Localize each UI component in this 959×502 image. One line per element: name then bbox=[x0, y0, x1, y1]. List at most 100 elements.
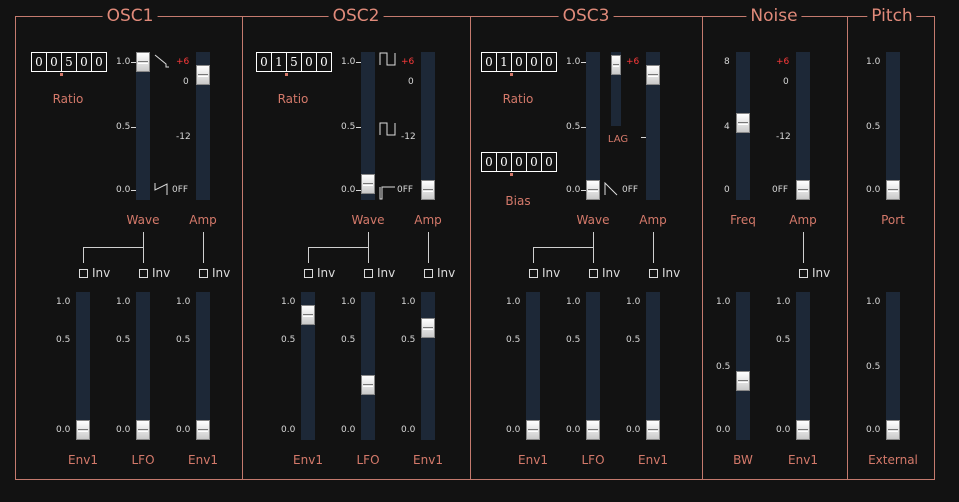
checkbox-box[interactable] bbox=[424, 268, 433, 278]
inv-checkbox[interactable]: Inv bbox=[589, 266, 620, 280]
amp-slider-noise[interactable] bbox=[796, 52, 810, 200]
env1-slider[interactable] bbox=[526, 292, 540, 440]
checkbox-box[interactable] bbox=[79, 268, 88, 278]
slider-handle[interactable] bbox=[796, 180, 810, 200]
ratio-digit[interactable]: 0 bbox=[320, 55, 328, 69]
slider-handle[interactable] bbox=[736, 371, 750, 391]
ratio-digit[interactable]: 0 bbox=[482, 53, 497, 71]
slider-handle[interactable] bbox=[421, 180, 435, 200]
env1-slider[interactable] bbox=[76, 292, 90, 440]
slider-handle[interactable] bbox=[136, 420, 150, 440]
slider-handle[interactable] bbox=[136, 52, 150, 72]
slider-handle[interactable] bbox=[736, 113, 750, 133]
amp-slider-osc1[interactable] bbox=[196, 52, 210, 200]
inv-checkbox[interactable]: Inv bbox=[799, 266, 830, 280]
checkbox-box[interactable] bbox=[364, 268, 373, 278]
inv-checkbox[interactable]: Inv bbox=[424, 266, 455, 280]
tick-label: 1.0 bbox=[116, 57, 131, 67]
external-slider[interactable] bbox=[886, 292, 900, 440]
slider-handle[interactable] bbox=[196, 65, 210, 85]
bias-digit[interactable]: 0 bbox=[545, 155, 553, 169]
slider-handle[interactable] bbox=[646, 65, 660, 85]
wave-slider-osc3[interactable] bbox=[586, 52, 600, 200]
env1-slider[interactable] bbox=[646, 292, 660, 440]
inv-checkbox[interactable]: Inv bbox=[304, 266, 335, 280]
env1-slider[interactable] bbox=[301, 292, 315, 440]
bias-digit[interactable]: 0 bbox=[527, 153, 542, 171]
env1-label: Env1 bbox=[788, 453, 818, 467]
ratio-digit[interactable]: 0 bbox=[47, 53, 62, 71]
ratio-digit[interactable]: 1 bbox=[272, 53, 287, 71]
ratio-digit[interactable]: 0 bbox=[302, 53, 317, 71]
env1-slider[interactable] bbox=[796, 292, 810, 440]
bw-slider[interactable] bbox=[736, 292, 750, 440]
bias-display-osc3[interactable]: 0 0 0 0 0 bbox=[481, 152, 557, 172]
inv-checkbox[interactable]: Inv bbox=[529, 266, 560, 280]
slider-handle[interactable] bbox=[586, 180, 600, 200]
slider-handle[interactable] bbox=[76, 420, 90, 440]
slider-handle[interactable] bbox=[361, 174, 375, 194]
amp-slider-osc3[interactable] bbox=[646, 52, 660, 200]
tick-label: 0.0 bbox=[56, 425, 71, 435]
slider-handle[interactable] bbox=[526, 420, 540, 440]
ratio-digit[interactable]: 0 bbox=[527, 53, 542, 71]
lfo-slider[interactable] bbox=[586, 292, 600, 440]
ratio-digit[interactable]: 0 bbox=[512, 53, 527, 71]
slider-handle[interactable] bbox=[886, 180, 900, 200]
checkbox-box[interactable] bbox=[529, 268, 538, 278]
ratio-digit[interactable]: 0 bbox=[95, 55, 103, 69]
wave-label: Wave bbox=[351, 213, 385, 227]
tick-label: 1.0 bbox=[566, 57, 581, 67]
inv-checkbox[interactable]: Inv bbox=[649, 266, 680, 280]
slider-handle[interactable] bbox=[611, 55, 621, 75]
checkbox-box[interactable] bbox=[799, 268, 808, 278]
slider-handle[interactable] bbox=[886, 420, 900, 440]
freq-label: Freq bbox=[730, 213, 756, 227]
ratio-digit[interactable]: 5 bbox=[287, 53, 302, 71]
env1-slider[interactable] bbox=[196, 292, 210, 440]
slider-handle[interactable] bbox=[196, 420, 210, 440]
panel-frame bbox=[15, 16, 935, 480]
slider-handle[interactable] bbox=[361, 375, 375, 395]
checkbox-box[interactable] bbox=[589, 268, 598, 278]
ratio-display-osc3[interactable]: 0 1 0 0 0 bbox=[481, 52, 557, 72]
freq-slider[interactable] bbox=[736, 52, 750, 200]
saw-wave-icon bbox=[604, 182, 618, 196]
lfo-slider[interactable] bbox=[361, 292, 375, 440]
checkbox-box[interactable] bbox=[199, 268, 208, 278]
inv-checkbox[interactable]: Inv bbox=[79, 266, 110, 280]
slider-handle[interactable] bbox=[586, 420, 600, 440]
tick-label: 0.5 bbox=[626, 335, 641, 345]
port-label: Port bbox=[881, 213, 905, 227]
ratio-digit[interactable]: 1 bbox=[497, 53, 512, 71]
ratio-display-osc2[interactable]: 0 1 5 0 0 bbox=[256, 52, 332, 72]
ratio-digit[interactable]: 5 bbox=[62, 53, 77, 71]
ratio-digit[interactable]: 0 bbox=[77, 53, 92, 71]
bias-digit[interactable]: 0 bbox=[512, 153, 527, 171]
checkbox-box[interactable] bbox=[649, 268, 658, 278]
checkbox-box[interactable] bbox=[304, 268, 313, 278]
inv-checkbox[interactable]: Inv bbox=[139, 266, 170, 280]
lfo-slider[interactable] bbox=[136, 292, 150, 440]
tick-label: 0.5 bbox=[866, 362, 881, 372]
lag-slider[interactable] bbox=[611, 52, 621, 126]
port-slider[interactable] bbox=[886, 52, 900, 200]
slider-handle[interactable] bbox=[796, 420, 810, 440]
tick-label: 0.0 bbox=[566, 425, 581, 435]
ratio-display-osc1[interactable]: 0 0 5 0 0 bbox=[31, 52, 107, 72]
ratio-digit[interactable]: 0 bbox=[545, 55, 553, 69]
slider-handle[interactable] bbox=[421, 318, 435, 338]
bias-digit[interactable]: 0 bbox=[482, 153, 497, 171]
slider-handle[interactable] bbox=[301, 305, 315, 325]
inv-checkbox[interactable]: Inv bbox=[364, 266, 395, 280]
bias-digit[interactable]: 0 bbox=[497, 153, 512, 171]
wave-slider-osc1[interactable] bbox=[136, 52, 150, 200]
ratio-digit[interactable]: 0 bbox=[257, 53, 272, 71]
checkbox-box[interactable] bbox=[139, 268, 148, 278]
wave-slider-osc2[interactable] bbox=[361, 52, 375, 200]
slider-handle[interactable] bbox=[646, 420, 660, 440]
env1-slider[interactable] bbox=[421, 292, 435, 440]
inv-checkbox[interactable]: Inv bbox=[199, 266, 230, 280]
ratio-digit[interactable]: 0 bbox=[32, 53, 47, 71]
amp-slider-osc2[interactable] bbox=[421, 52, 435, 200]
